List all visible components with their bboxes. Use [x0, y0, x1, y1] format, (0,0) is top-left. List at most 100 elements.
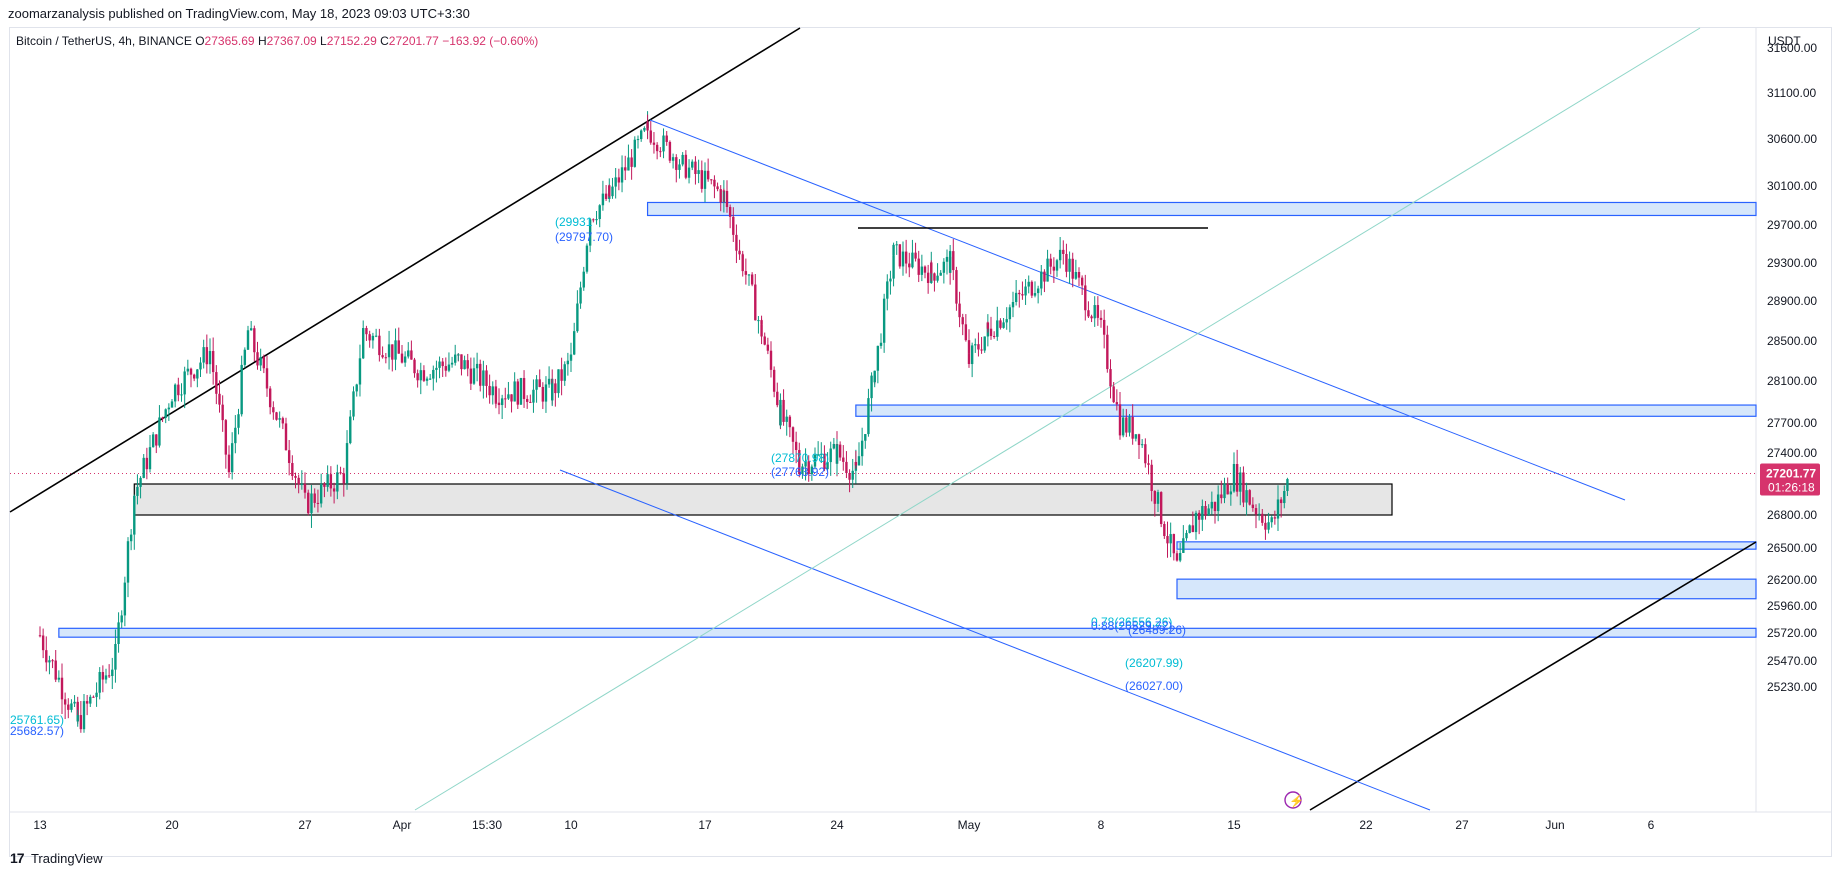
candle-body: [224, 420, 228, 455]
candle-body: [845, 461, 848, 474]
candle-body: [538, 379, 541, 387]
candle-body: [1210, 501, 1214, 509]
candle-body: [700, 170, 704, 189]
zones: [58, 201, 1757, 638]
chart-frame: [9, 27, 1832, 857]
candle-body: [1074, 272, 1078, 279]
candle-body: [1014, 292, 1018, 303]
candle-body: [101, 672, 105, 680]
candle-body: [1125, 417, 1128, 433]
candle-body: [482, 370, 485, 386]
countdown-value: 01:26:18: [1768, 480, 1815, 494]
candle-body: [158, 417, 161, 446]
candle-body: [139, 477, 142, 487]
candle-body: [1102, 319, 1106, 335]
price-tick-label: 30600.00: [1767, 132, 1817, 146]
price-tick-label: 31600.00: [1767, 41, 1817, 55]
candle-body: [782, 399, 785, 422]
candle-body: [942, 261, 946, 273]
symbol-legend[interactable]: Bitcoin / TetherUS, 4h, BINANCE O27365.6…: [16, 34, 538, 48]
zone-label: (27763.92): [771, 465, 829, 479]
candle-body: [371, 335, 375, 341]
candle-body: [598, 205, 601, 220]
price-axis[interactable]: 31600.00 31100.00 30600.00 30100.00 29700.00…: [1760, 41, 1820, 694]
candle-body: [1093, 305, 1096, 319]
candle-body: [633, 139, 637, 167]
candle-body: [532, 389, 535, 403]
candle-body: [475, 363, 479, 369]
symbol-name[interactable]: Bitcoin / TetherUS, 4h, BINANCE: [16, 34, 192, 48]
candle-body: [876, 345, 880, 371]
candle-body: [1040, 271, 1043, 289]
price-tick-label: 25720.00: [1767, 626, 1817, 640]
candle-body: [48, 660, 51, 663]
candle-body: [378, 335, 381, 356]
high-value: 27367.09: [266, 34, 317, 48]
candle-body: [1115, 402, 1119, 405]
candle-body: [307, 492, 310, 514]
candle-body: [504, 398, 507, 400]
candle-body: [1065, 253, 1068, 272]
price-tick-label: 29300.00: [1767, 256, 1817, 270]
price-tick-label: 29700.00: [1767, 218, 1817, 232]
candle-body: [422, 370, 426, 381]
candle-body: [813, 454, 817, 467]
candle-body: [1178, 552, 1182, 561]
candle-body: [355, 384, 358, 392]
time-axis[interactable]: 13 20 27 Apr 15:30 10 17 24 May 8 15 22 27 Jun 6: [33, 818, 1654, 832]
candle-body: [303, 483, 307, 493]
candle-body: [754, 284, 757, 321]
candle-body: [639, 130, 643, 140]
candle-body: [1261, 513, 1264, 523]
time-tick-label: Jun: [1545, 818, 1564, 832]
candle-body: [970, 345, 974, 365]
candle-body: [791, 427, 795, 442]
price-tick-label: 26800.00: [1767, 508, 1817, 522]
candle-body: [221, 404, 224, 421]
low-label: L: [320, 34, 327, 48]
candle-body: [668, 141, 672, 161]
time-tick-label: 17: [698, 818, 712, 832]
support-trendline: [1309, 541, 1757, 811]
candle-body: [291, 463, 294, 476]
candle-body: [419, 370, 422, 381]
zone-label: (27870.98): [771, 451, 829, 465]
time-tick-label: 27: [298, 818, 312, 832]
candle-body: [801, 466, 804, 475]
candle-body: [151, 434, 155, 448]
candle-body: [89, 696, 92, 704]
candle-body: [738, 250, 741, 255]
candle-body: [895, 244, 898, 246]
candle-body: [494, 386, 498, 403]
candle-body: [882, 298, 886, 343]
candle-body: [485, 370, 488, 386]
zone-mid: [855, 404, 1757, 417]
candle-body: [684, 155, 688, 178]
candle-body: [1134, 434, 1138, 439]
candle-body: [336, 472, 339, 492]
candle-body: [1207, 508, 1210, 516]
candle-body: [1153, 490, 1157, 504]
candle-body: [444, 366, 448, 371]
candle-body: [544, 384, 548, 402]
candle-body: [1279, 499, 1283, 504]
candle-body: [142, 457, 145, 478]
candle-body: [186, 368, 190, 372]
candle-body: [208, 351, 212, 365]
candle-body: [488, 385, 491, 396]
candle-body: [687, 167, 691, 178]
teal-trendline: [414, 27, 1701, 811]
candle-body: [1128, 416, 1131, 433]
candle-body: [447, 364, 451, 371]
upper-trendline: [9, 27, 801, 513]
candle-body: [1175, 553, 1179, 561]
candle-body: [365, 328, 368, 335]
lightning-glyph: ⚡: [1289, 794, 1304, 808]
candle-body: [316, 502, 320, 504]
candle-body: [1194, 512, 1198, 533]
candle-body: [460, 354, 463, 370]
candle-body: [826, 462, 829, 470]
candle-body: [243, 349, 247, 365]
candle-body: [926, 272, 930, 283]
